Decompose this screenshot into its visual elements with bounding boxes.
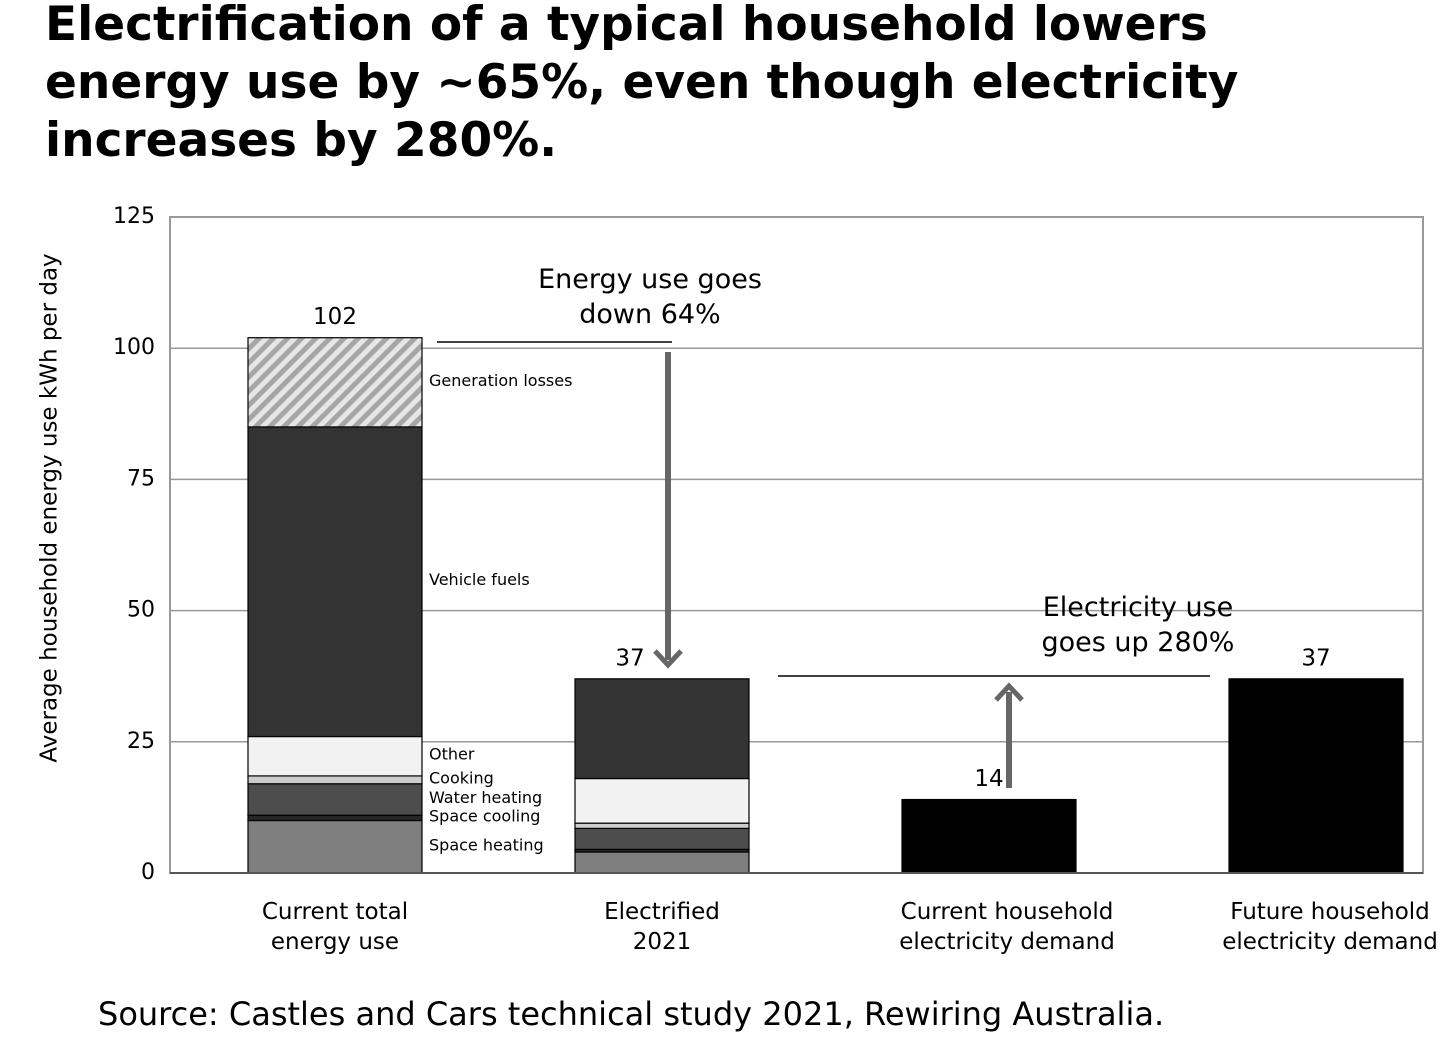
annotation: Energy use goes down 64% [538, 264, 762, 330]
segment-label: Vehicle fuels [429, 570, 530, 589]
segment-label: Cooking [429, 768, 494, 787]
y-tick-label: 75 [127, 466, 155, 491]
segment-label: Generation losses [429, 371, 572, 390]
bar-segment [247, 775, 423, 785]
arrow-head [994, 682, 1024, 702]
x-tick-label: Current household electricity demand [899, 899, 1115, 955]
bar-segment [247, 783, 423, 816]
bar-segment [574, 822, 750, 829]
bar-segment [247, 735, 423, 777]
bar-segment [247, 819, 423, 874]
bar-segment [1228, 678, 1404, 874]
y-tick-label: 125 [113, 204, 155, 229]
x-tick-label: Current total energy use [261, 899, 409, 955]
total-label: 37 [1301, 645, 1330, 671]
arrow-head [653, 649, 683, 669]
segment-label: Space cooling [429, 806, 540, 825]
segment-label: Other [429, 745, 475, 764]
bar-segment [247, 814, 423, 822]
segment-label: Water heating [429, 788, 542, 807]
bar-segment [247, 337, 423, 428]
source: Source: Castles and Cars technical study… [98, 995, 1165, 1033]
y-tick-label: 0 [141, 860, 155, 885]
bar-segment [574, 777, 750, 824]
annotation: Electricity use goes up 280% [1041, 592, 1235, 658]
chart-title: Electrification of a typical household l… [45, 0, 1239, 168]
x-tick-label: Electrified 2021 [604, 899, 720, 955]
bar-segment [574, 827, 750, 850]
bar-segment [901, 798, 1077, 874]
y-tick-label: 100 [113, 335, 155, 360]
bar-segment [574, 851, 750, 874]
segment-label: Space heating [429, 835, 544, 854]
total-label: 37 [615, 645, 644, 671]
total-label: 14 [974, 766, 1003, 792]
y-tick-label: 50 [127, 598, 155, 623]
total-label: 102 [313, 304, 357, 330]
x-tick-label: Future household electricity demand [1222, 899, 1438, 955]
bar-segment [574, 678, 750, 780]
bar-segment [247, 426, 423, 738]
y-axis-label: Average household energy use kWh per day [37, 253, 63, 762]
y-tick-label: 25 [127, 729, 155, 754]
